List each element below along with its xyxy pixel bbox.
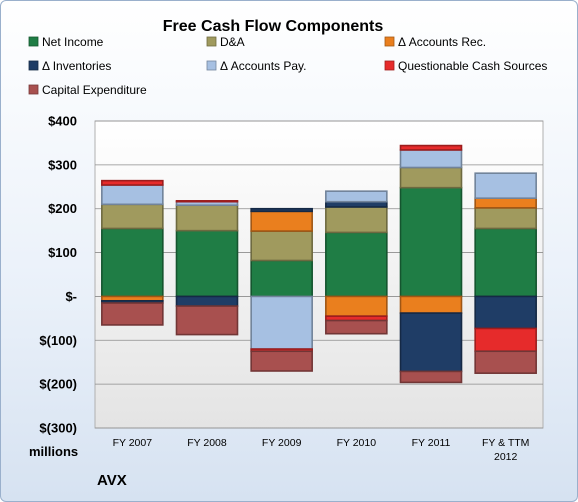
- bar-segment: [175, 295, 239, 307]
- x-tick-label: FY 2007: [113, 437, 153, 449]
- bar-segment: [325, 295, 388, 317]
- x-tick-label: FY 2008: [187, 437, 227, 449]
- y-tick-label: $400: [48, 114, 77, 129]
- legend-swatch: [28, 84, 39, 95]
- legend-label: Δ Accounts Rec.: [398, 35, 486, 49]
- bar-segment: [399, 166, 463, 189]
- x-tick-label: FY 2010: [337, 437, 377, 449]
- legend: Net Income D&A Δ Accounts Rec. Δ Inventorie…: [28, 35, 547, 97]
- unit-label: millions: [29, 444, 78, 459]
- bar-segment: [474, 350, 537, 374]
- brand-label: AVX: [97, 472, 127, 489]
- bar-segment: [399, 144, 463, 151]
- y-axis: $400 $300 $200 $100 $- $(100) $(200) $(300): [39, 114, 77, 436]
- plot-area: [94, 120, 544, 429]
- grid-lines: [95, 120, 543, 429]
- bar-segment: [175, 229, 239, 298]
- bar-segment: [474, 207, 537, 230]
- legend-label: Δ Inventories: [42, 59, 111, 73]
- y-tick-label: $-: [65, 289, 77, 304]
- y-tick-label: $(100): [39, 333, 77, 348]
- legend-swatch: [28, 36, 39, 47]
- legend-label: Net Income: [42, 35, 104, 49]
- bar-segment: [175, 305, 239, 336]
- x-tick-label: FY & TTM 2012: [482, 437, 529, 463]
- bar-segment: [101, 203, 164, 230]
- legend-swatch: [384, 36, 395, 47]
- bar-segment: [399, 295, 463, 314]
- x-tick-label: FY 2009: [262, 437, 302, 449]
- bar-segment: [474, 172, 537, 199]
- y-tick-label: $(200): [39, 377, 77, 392]
- bar-segment: [474, 327, 537, 353]
- bar-segment: [474, 295, 537, 330]
- chart-title: Free Cash Flow Components: [163, 18, 384, 35]
- bar-segment: [101, 179, 164, 186]
- legend-swatch: [206, 36, 217, 47]
- bar-segment: [101, 184, 164, 206]
- x-tick-label: FY 2011: [412, 437, 451, 449]
- bar-segment: [250, 295, 313, 350]
- bar-segment: [474, 227, 537, 298]
- bar-segment: [325, 319, 388, 335]
- y-tick-label: $300: [48, 157, 77, 172]
- bar-segment: [101, 227, 164, 298]
- legend-label: D&A: [220, 35, 245, 49]
- bar-segment: [175, 200, 239, 203]
- legend-swatch: [28, 60, 39, 71]
- legend-swatch: [384, 60, 395, 71]
- legend-label: Capital Expenditure: [42, 83, 147, 97]
- bar-segment: [101, 302, 164, 326]
- y-tick-label: $100: [48, 245, 77, 260]
- bar-segment: [250, 350, 313, 372]
- bars: [101, 144, 537, 384]
- bar-segment: [325, 206, 388, 234]
- legend-label: Questionable Cash Sources: [398, 59, 547, 73]
- bar-segment: [399, 312, 463, 373]
- bar-segment: [250, 207, 313, 213]
- bar-segment: [399, 149, 463, 169]
- bar-segment: [399, 186, 463, 298]
- x-axis: FY 2007 FY 2008 FY 2009 FY 2010 FY 2011 FY & …: [113, 437, 530, 463]
- bar-segment: [250, 259, 313, 298]
- bar-segment: [325, 231, 388, 298]
- bar-segment: [325, 190, 388, 203]
- bar-segment: [250, 230, 313, 262]
- y-tick-label: $(300): [39, 421, 77, 436]
- legend-label: Δ Accounts Pay.: [220, 59, 307, 73]
- y-tick-label: $200: [48, 201, 77, 216]
- bar-segment: [474, 197, 537, 209]
- bar-segment: [175, 204, 239, 232]
- bar-segment: [399, 370, 463, 384]
- bar-segment: [250, 210, 313, 232]
- legend-swatch: [206, 60, 217, 71]
